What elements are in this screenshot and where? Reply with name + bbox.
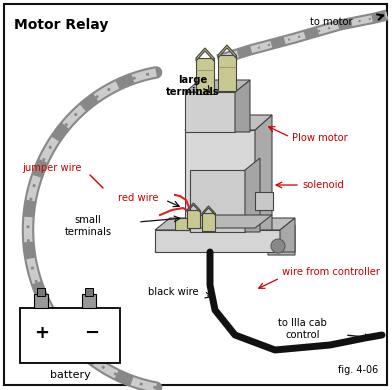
Text: battery: battery <box>50 370 91 380</box>
Bar <box>185 92 235 132</box>
Polygon shape <box>202 206 215 215</box>
Bar <box>34 294 48 308</box>
Text: Motor Relay: Motor Relay <box>14 18 108 32</box>
Bar <box>187 210 200 228</box>
Circle shape <box>271 239 285 253</box>
Text: red wire: red wire <box>118 193 158 203</box>
Polygon shape <box>187 203 200 212</box>
Text: to motor: to motor <box>310 17 353 27</box>
Bar <box>155 230 280 252</box>
Bar <box>218 55 236 91</box>
Polygon shape <box>196 48 214 61</box>
Bar <box>185 130 255 230</box>
Polygon shape <box>255 115 272 230</box>
Bar <box>175 218 189 230</box>
Polygon shape <box>245 158 260 232</box>
Polygon shape <box>185 215 272 228</box>
Polygon shape <box>155 240 295 252</box>
Polygon shape <box>280 218 295 252</box>
Text: small
terminals: small terminals <box>64 215 112 237</box>
Polygon shape <box>185 115 272 130</box>
Polygon shape <box>235 80 250 132</box>
Text: jumper wire: jumper wire <box>22 163 82 173</box>
Bar <box>37 288 45 296</box>
Text: Plow motor: Plow motor <box>292 133 348 143</box>
Bar <box>196 58 214 94</box>
Bar <box>255 192 273 210</box>
Text: fig. 4-06: fig. 4-06 <box>338 365 378 375</box>
Bar <box>190 170 245 232</box>
Bar <box>85 288 93 296</box>
Text: wire from controller: wire from controller <box>282 267 380 277</box>
Polygon shape <box>268 225 295 255</box>
Polygon shape <box>218 45 236 58</box>
Text: to IIIa cab
control: to IIIa cab control <box>278 318 327 340</box>
Bar <box>82 294 96 308</box>
Text: −: − <box>84 324 100 342</box>
Polygon shape <box>155 218 295 230</box>
Bar <box>20 308 120 363</box>
Text: large
terminals: large terminals <box>166 75 220 97</box>
Text: +: + <box>34 324 49 342</box>
Bar <box>202 213 215 231</box>
Text: black wire: black wire <box>148 287 199 297</box>
Polygon shape <box>185 80 250 92</box>
Text: solenoid: solenoid <box>302 180 344 190</box>
